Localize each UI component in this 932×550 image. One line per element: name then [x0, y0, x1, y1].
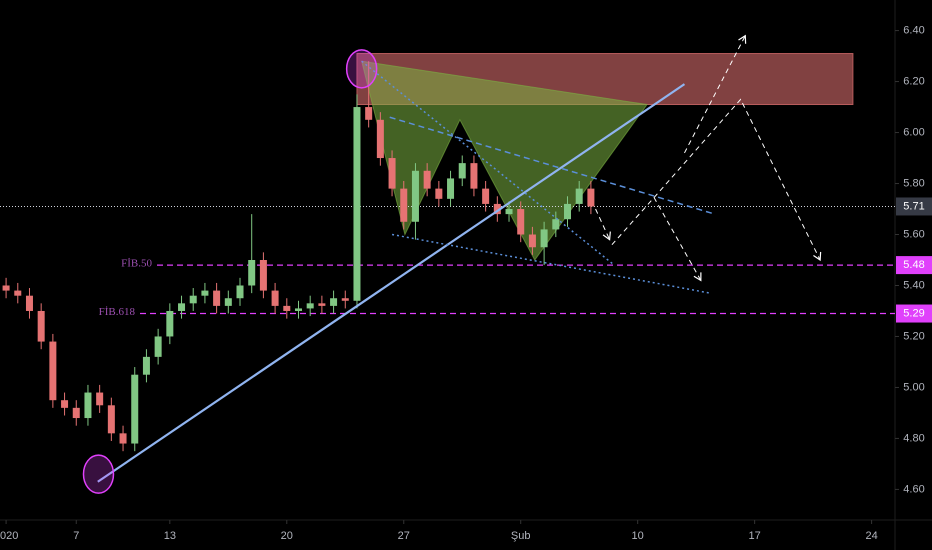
candle-body	[388, 158, 396, 189]
harmonic-pattern	[360, 60, 648, 261]
candle-body	[447, 178, 455, 199]
candle-body	[400, 188, 408, 222]
candle-body	[37, 310, 45, 342]
x-tick-label: 20	[281, 530, 293, 542]
candle-body	[318, 303, 326, 306]
candle-body	[14, 290, 22, 296]
candle-body	[540, 229, 548, 248]
candle-body	[2, 285, 10, 291]
candle-body	[166, 310, 174, 337]
candle-body	[25, 295, 33, 311]
candle-body	[458, 163, 466, 179]
pivot-circle	[82, 454, 115, 494]
candle-body	[294, 308, 302, 311]
candle-body	[72, 407, 80, 419]
trendline	[97, 83, 686, 483]
candle-body	[259, 260, 267, 291]
projection-path	[653, 98, 822, 262]
candle-body	[49, 341, 57, 401]
candle-body	[564, 203, 572, 220]
x-tick-label: 24	[865, 530, 877, 542]
y-tick-label: 4.60	[903, 483, 924, 495]
candle-body	[119, 433, 127, 444]
x-tick-label: 7	[73, 530, 79, 542]
candle-body	[189, 295, 197, 304]
projection-path	[684, 34, 747, 154]
y-tick-label: 6.00	[903, 126, 924, 138]
pivot-circle	[345, 49, 378, 89]
y-tick-label: 4.80	[903, 432, 924, 444]
y-tick-label: 5.40	[903, 279, 924, 291]
projection-path	[595, 208, 611, 241]
candle-body	[236, 285, 244, 299]
candle-body	[213, 290, 221, 306]
candle-body	[423, 170, 431, 189]
candle-body	[505, 209, 513, 215]
candle-body	[528, 234, 536, 248]
price-tag	[896, 304, 932, 323]
price-tag	[896, 197, 932, 216]
y-tick-label: 5.00	[903, 381, 924, 393]
candle-body	[376, 119, 384, 159]
candle-body	[552, 219, 560, 230]
x-tick-label: 10	[632, 530, 644, 542]
candle-body	[493, 203, 501, 215]
candle-body	[96, 392, 104, 406]
candle-body	[271, 290, 279, 306]
candle-body	[154, 336, 162, 357]
candle-body	[283, 305, 291, 311]
candle-body	[411, 170, 419, 222]
candle-body	[575, 188, 583, 204]
candle-body	[224, 298, 232, 306]
candle-body	[306, 303, 314, 309]
candle-body	[330, 298, 338, 306]
x-tick-label: 2020	[0, 530, 18, 542]
candle-body	[178, 303, 186, 311]
y-tick-label: 6.20	[903, 75, 924, 87]
candle-body	[482, 188, 490, 204]
candle-body	[201, 290, 209, 296]
candle-body	[353, 107, 361, 301]
x-tick-label: Şub	[511, 530, 531, 542]
candle-body	[517, 209, 525, 235]
level-name: FİB.50	[121, 258, 152, 270]
price-tag-label: 5.71	[903, 200, 924, 212]
candle-body	[365, 107, 373, 120]
price-tag	[896, 256, 932, 275]
y-tick-label: 5.80	[903, 177, 924, 189]
candle-body	[470, 163, 478, 189]
x-tick-label: 17	[749, 530, 761, 542]
candle-body	[341, 298, 349, 301]
guide-line	[361, 60, 615, 266]
level-name: FİB.618	[99, 306, 136, 318]
guide-line	[391, 233, 711, 294]
y-tick-label: 5.20	[903, 330, 924, 342]
candle-body	[435, 188, 443, 199]
x-tick-label: 13	[164, 530, 176, 542]
y-tick-label: 5.60	[903, 228, 924, 240]
candle-body	[142, 356, 150, 375]
candle-body	[131, 374, 139, 444]
candle-body	[248, 260, 256, 286]
price-tag-label: 5.48	[903, 259, 924, 271]
candle-body	[587, 188, 595, 207]
candle-body	[107, 405, 115, 434]
y-tick-label: 6.40	[903, 24, 924, 36]
price-tag-label: 5.29	[903, 307, 924, 319]
candle-body	[84, 392, 92, 419]
guide-line	[389, 116, 716, 215]
x-tick-label: 27	[398, 530, 410, 542]
candle-body	[61, 400, 69, 408]
